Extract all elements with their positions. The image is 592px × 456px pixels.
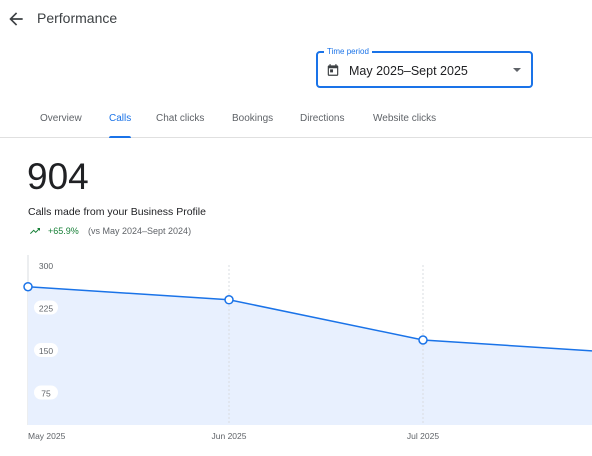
time-period-select[interactable]: Time period May 2025–Sept 2025 [316, 46, 533, 88]
tab-calls[interactable]: Calls [109, 104, 132, 138]
series-line [27, 285, 592, 352]
header: Performance [0, 0, 592, 40]
x-tick-label: May 2025 [28, 431, 66, 441]
metric-value: 904 [27, 156, 89, 197]
data-point [224, 295, 234, 305]
y-tick-label: 150 [39, 346, 53, 356]
trend-comparison: (vs May 2024–Sept 2024) [88, 226, 192, 236]
x-tick-label: Jul 2025 [407, 431, 439, 441]
metric-tabs: Overview Calls Chat clicks Bookings Dire… [0, 104, 592, 138]
tab-chat-clicks[interactable]: Chat clicks [156, 113, 205, 124]
y-tick-label: 300 [39, 261, 53, 271]
area-fill [28, 286, 592, 425]
arrow-left-icon[interactable] [6, 9, 26, 29]
page-title: Performance [37, 10, 118, 26]
tab-directions[interactable]: Directions [300, 113, 345, 124]
y-tick-label: 75 [41, 389, 51, 399]
y-tick-pill [34, 385, 58, 400]
calendar-icon [327, 64, 339, 76]
y-tick-label: 225 [39, 304, 53, 314]
time-period-label: Time period [324, 46, 372, 57]
calls-chart: 300 225 150 75 May 2025 Jun 2025 Jul 2025 [23, 255, 592, 441]
tab-overview[interactable]: Overview [40, 113, 82, 124]
data-point [23, 281, 33, 292]
time-period-value: May 2025–Sept 2025 [349, 64, 468, 78]
data-point [418, 335, 428, 345]
y-tick-pill [34, 343, 58, 357]
y-tick-pill [34, 300, 58, 315]
trending-up-icon [30, 228, 40, 234]
tab-website-clicks[interactable]: Website clicks [373, 113, 437, 124]
x-tick-label: Jun 2025 [212, 431, 247, 441]
trend-percentage: +65.9% [48, 226, 79, 236]
tab-bookings[interactable]: Bookings [232, 113, 274, 124]
metric-label: Calls made from your Business Profile [28, 206, 206, 218]
chevron-down-icon [513, 68, 521, 72]
